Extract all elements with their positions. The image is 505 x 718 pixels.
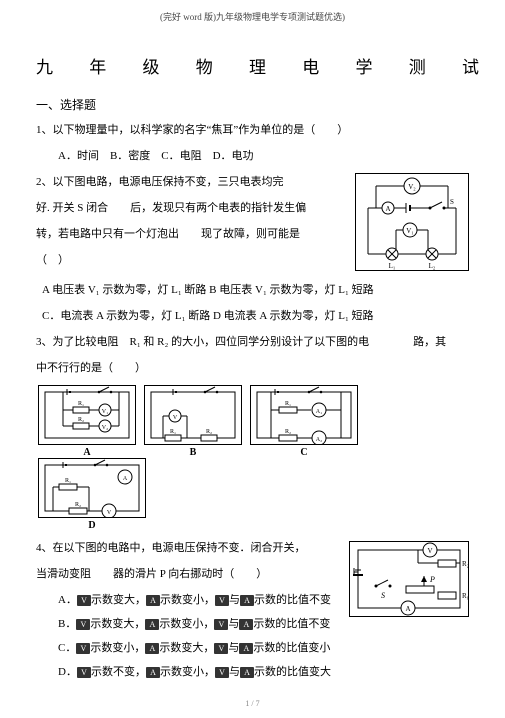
svg-text:V₁: V₁ — [102, 409, 108, 415]
svg-text:R₁: R₁ — [65, 478, 71, 484]
page: (完好 word 版)九年级物理电学专项测试题优选) 九 年 级 物 理 电 学… — [0, 0, 505, 718]
svg-text:R₂: R₂ — [75, 502, 81, 508]
q3-label-b: B — [144, 447, 242, 458]
q4-opt-c: C．V示数变小，A示数变大，V与A示数的比值变小 — [58, 637, 469, 659]
q3-fig-a: R₁ V₁ R₂ V₂ A — [38, 385, 136, 458]
v-icon: V — [76, 643, 90, 654]
q1-stem: 1、以下物理量中，以科学家的名字“焦耳”作为单位的是（ ） — [36, 119, 469, 141]
q1-options: A．时间 B．密度 C．电阻 D．电功 — [58, 145, 469, 167]
a-icon: A — [146, 595, 160, 606]
v-icon: V — [77, 595, 91, 606]
a-icon: A — [145, 619, 159, 630]
header-note: (完好 word 版)九年级物理电学专项测试题优选) — [36, 10, 469, 23]
svg-text:A: A — [405, 605, 410, 613]
q3-svgc: R₁ A₁ R₂ A₂ — [251, 386, 357, 444]
section-heading: 一、选择题 — [36, 96, 469, 113]
q4-svg: V S R₂ R₁ P A — [350, 542, 468, 616]
q3-svga: R₁ V₁ R₂ V₂ — [39, 386, 135, 444]
v-icon: V — [214, 643, 228, 654]
v-icon: V — [215, 595, 229, 606]
q3-l2: 中不行行的是（ ） — [36, 357, 469, 379]
svg-text:R₁: R₁ — [170, 429, 176, 435]
svg-text:R₂: R₂ — [78, 417, 84, 423]
svg-text:V₂: V₂ — [102, 425, 108, 431]
q3-fig-b: R₁ R₂ V B — [144, 385, 242, 458]
v-icon: V — [215, 667, 229, 678]
q2-l2-label: L₂ — [429, 262, 436, 270]
q3-label-c: C — [250, 447, 358, 458]
v-icon: V — [214, 619, 228, 630]
svg-text:V: V — [173, 415, 178, 421]
q2-v1-label: V₁ — [406, 227, 414, 235]
q4-figure: V S R₂ R₁ P A — [349, 541, 469, 617]
q2-l1-label: L₁ — [389, 262, 396, 270]
q2-a-label: A — [385, 205, 390, 213]
svg-text:R₂: R₂ — [206, 429, 212, 435]
v-icon: V — [77, 667, 91, 678]
svg-text:R₁: R₁ — [78, 401, 84, 407]
q2-v2-label: V₂ — [408, 183, 416, 191]
q3-fig-c: R₁ A₁ R₂ A₂ C — [250, 385, 358, 458]
q3-fig-d: A R₁ R₂ V D — [38, 458, 146, 531]
a-icon: A — [145, 643, 159, 654]
q3-label-d: D — [38, 520, 146, 531]
svg-text:V: V — [107, 510, 112, 516]
a-icon: A — [146, 667, 160, 678]
a-icon: A — [239, 643, 253, 654]
svg-text:R₂: R₂ — [285, 429, 291, 435]
svg-text:R₁: R₁ — [462, 592, 468, 600]
svg-text:P: P — [429, 575, 435, 584]
q3-figures: R₁ V₁ R₂ V₂ A — [36, 385, 469, 531]
q4-opt-d: D．V示数不变，A示数变小，V与A示数的比值变大 — [58, 661, 469, 683]
q3-svgd: A R₁ R₂ V — [39, 459, 145, 517]
a-icon: A — [239, 619, 253, 630]
q3-l1: 3、为了比较电阻 R₁ 和 R₂ 的大小，四位同学分别设计了以下图的电 路，其 — [36, 331, 469, 353]
page-number: 1 / 7 — [36, 699, 469, 708]
svg-text:V: V — [427, 547, 432, 555]
q3-svgb: R₁ R₂ V — [145, 386, 241, 444]
svg-text:A: A — [123, 476, 128, 482]
svg-text:A₁: A₁ — [316, 409, 322, 415]
q2-optA: A 电压表 V₁ 示数为零，灯 L₁ 断路 B 电压表 V₁ 示数为零，灯 L₁… — [42, 279, 469, 301]
svg-text:S: S — [381, 591, 385, 600]
q2-figure: V₂ A S V₁ — [355, 173, 469, 271]
q2-optC: C．电流表 A 示数为零，灯 L₁ 断路 D 电流表 A 示数为零，灯 L₁ 短… — [42, 305, 469, 327]
q2-circuit-svg: V₂ A S V₁ — [356, 174, 468, 270]
q3-label-a: A — [38, 447, 136, 458]
doc-title: 九 年 级 物 理 电 学 测 试 题 — [36, 53, 469, 78]
a-icon: A — [240, 595, 254, 606]
svg-text:R₂: R₂ — [462, 560, 468, 568]
svg-text:A₂: A₂ — [316, 437, 322, 443]
svg-text:R₁: R₁ — [285, 401, 291, 407]
q2-s-label: S — [450, 198, 454, 206]
a-icon: A — [240, 667, 254, 678]
v-icon: V — [76, 619, 90, 630]
